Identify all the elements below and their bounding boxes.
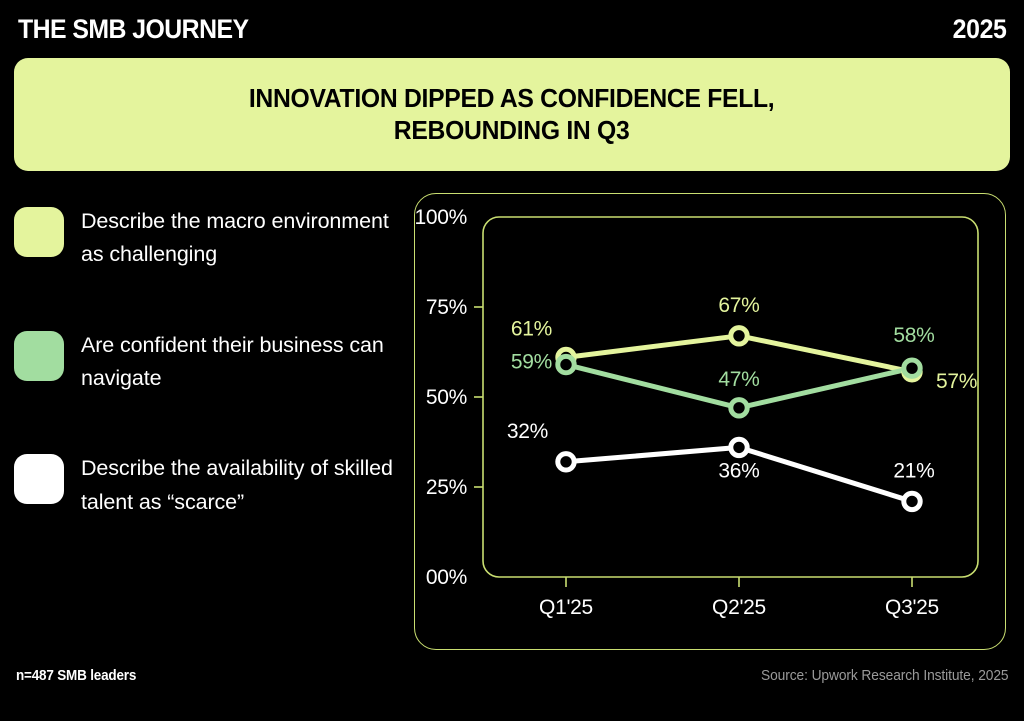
y-axis-label: 100% (414, 206, 467, 229)
data-point-marker (555, 353, 577, 376)
data-point-label: 57% (936, 370, 977, 393)
y-axis-label: 75% (426, 296, 467, 319)
plot-area-frame (482, 216, 979, 578)
data-point-marker (728, 397, 750, 419)
data-point-label: 58% (893, 324, 934, 347)
data-point-marker (728, 436, 750, 459)
y-axis-label: 00% (426, 566, 467, 589)
y-axis-label: 50% (426, 386, 467, 409)
data-point-label: 67% (718, 294, 759, 317)
x-axis-ticks (565, 577, 913, 587)
legend-label-talent-scarcity: Describe the availability of skilled tal… (81, 456, 393, 514)
footer-source: Source: Upwork Research Institute, 2025 (760, 668, 1009, 684)
legend: Describe the macro environment as challe… (14, 205, 409, 519)
data-point-label: 21% (893, 459, 934, 482)
data-point-label: 36% (718, 459, 759, 482)
legend-item-confidence: Are confident their business can navigat… (14, 329, 409, 396)
data-point-marker (901, 490, 923, 513)
headline-banner: INNOVATION DIPPED AS CONFIDENCE FELL, RE… (14, 58, 1010, 171)
headline-text: INNOVATION DIPPED AS CONFIDENCE FELL, RE… (249, 82, 775, 145)
chart-card-border (414, 193, 1006, 650)
data-point-label: 59% (511, 351, 552, 374)
data-point-label: 32% (507, 420, 548, 443)
y-axis-ticks (474, 306, 483, 488)
data-point-marker (728, 325, 750, 347)
x-axis-labels: Q1'25 Q2'25 Q3'25 (539, 596, 939, 619)
data-point-marker (901, 357, 923, 379)
x-axis-label: Q2'25 (712, 596, 766, 619)
legend-swatch-confidence (14, 330, 64, 381)
y-axis-labels: 00% 25% 50% 75% 100% (414, 206, 467, 589)
series-markers (555, 325, 923, 513)
legend-swatch-macro-environment (14, 207, 64, 257)
data-point-marker (555, 451, 577, 473)
data-point-label: 47% (718, 368, 759, 391)
page-title: THE SMB JOURNEY (18, 13, 249, 44)
legend-item-talent-scarcity: Describe the availability of skilled tal… (14, 452, 409, 519)
line-chart: 00% 25% 50% 75% 100% Q1'25 Q2'25 Q3'25 61% 67% 5… (414, 206, 979, 619)
y-axis-label: 25% (426, 476, 467, 499)
footer-sample-size: n=487 SMB leaders (16, 668, 137, 684)
legend-item-macro-environment: Describe the macro environment as challe… (14, 205, 409, 272)
header-year: 2025 (952, 13, 1006, 44)
header: THE SMB JOURNEY 2025 (0, 0, 1024, 58)
legend-label-macro-environment: Describe the macro environment as challe… (81, 209, 389, 267)
data-point-label: 61% (511, 317, 552, 340)
x-axis-label: Q3'25 (885, 596, 939, 619)
x-axis-label: Q1'25 (539, 596, 593, 619)
legend-swatch-talent-scarcity (14, 454, 64, 505)
series-data-labels: 61% 67% 57% 59% 47% 58% 32% 36% 21% (507, 294, 978, 483)
legend-label-confidence: Are confident their business can navigat… (81, 332, 384, 390)
